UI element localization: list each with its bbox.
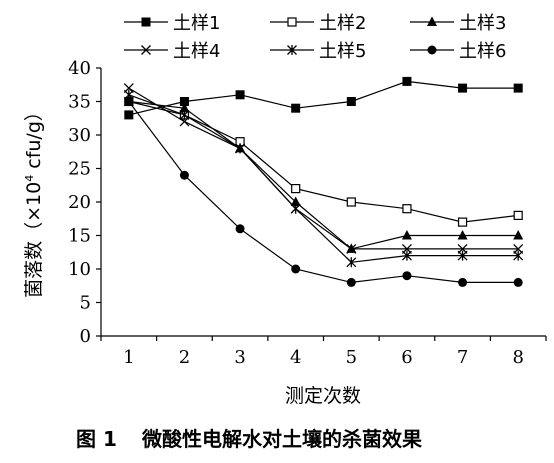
data-point [179, 97, 189, 106]
y-tick-label: 5 [80, 293, 91, 314]
legend-label: 土样3 [459, 13, 506, 34]
x-tick-label: 1 [123, 347, 134, 368]
legend-item: 土样4 [124, 41, 220, 62]
legend-marker [427, 16, 437, 26]
data-point [291, 264, 301, 274]
series-line [128, 101, 519, 284]
x-tick-label: 6 [401, 347, 412, 368]
data-point [290, 196, 301, 206]
data-point [402, 204, 412, 214]
data-point [457, 230, 468, 240]
data-point [235, 143, 246, 154]
x-tick-label: 3 [234, 347, 245, 368]
legend-marker [427, 45, 437, 55]
data-point [235, 90, 245, 100]
legend-item: 土样2 [270, 13, 366, 34]
caption-text: 微酸性电解水对土壤的杀菌效果 [141, 427, 422, 451]
figure-caption: 图 1 微酸性电解水对土壤的杀菌效果 [76, 427, 422, 451]
series-6 [124, 97, 523, 287]
legend-item: 土样3 [410, 13, 506, 34]
data-point [290, 203, 301, 214]
y-tick-label: 20 [68, 192, 91, 213]
y-tick-label: 10 [68, 259, 91, 280]
legend-item: 土样6 [410, 41, 506, 62]
y-tick-label: 25 [68, 159, 91, 180]
data-point [401, 250, 412, 261]
data-point [346, 277, 356, 287]
series-layer [123, 76, 524, 287]
legend-marker [141, 17, 151, 27]
y-tick-label: 0 [80, 326, 91, 347]
legend-label: 土样1 [173, 13, 220, 34]
series-line [128, 100, 519, 250]
x-tick-label: 7 [457, 347, 468, 368]
legend: 土样1 土样2 土样3 土样4 土样5 土样6 [124, 13, 506, 62]
series-line [128, 100, 519, 223]
legend-item: 土样5 [270, 41, 366, 62]
y-tick-label: 15 [68, 226, 91, 247]
data-point [291, 184, 301, 194]
caption-label: 图 1 [76, 427, 117, 451]
data-point [457, 217, 468, 227]
data-point [513, 83, 523, 93]
legend-label: 土样6 [459, 41, 506, 62]
legend-label: 土样5 [319, 41, 366, 62]
data-point [402, 271, 412, 281]
data-point [513, 277, 523, 287]
legend-marker [287, 45, 297, 55]
legend-item: 土样1 [124, 13, 220, 34]
data-point [179, 102, 190, 113]
x-tick-label: 2 [179, 347, 190, 368]
data-point [346, 97, 356, 106]
data-point [179, 170, 189, 180]
legend-label: 土样4 [173, 41, 220, 62]
x-axis-title: 测定次数 [285, 385, 361, 407]
y-axis-title: 菌落数（×104 cfu/g） [23, 102, 45, 298]
data-point [346, 243, 357, 254]
data-point [401, 230, 412, 240]
series-line [128, 87, 519, 250]
x-tick-label: 8 [512, 347, 523, 368]
data-point [513, 210, 523, 220]
y-axis-title-exponent: 4 [23, 175, 36, 182]
data-point [402, 76, 412, 86]
data-point [457, 250, 468, 261]
data-point [346, 257, 357, 268]
data-point [179, 109, 190, 120]
series-1 [124, 76, 523, 120]
data-point [458, 277, 468, 287]
x-tick-label: 4 [290, 347, 301, 368]
axes [100, 68, 546, 337]
y-tick-label: 30 [68, 125, 91, 146]
x-axis-ticks: 1 2 3 4 5 6 7 8 [100, 336, 547, 368]
y-tick-label: 35 [68, 92, 91, 113]
data-point [291, 103, 301, 113]
data-point [124, 110, 134, 120]
y-axis-title-unit: cfu/g） [23, 102, 45, 175]
y-axis-title-main: 菌落数（×10 [23, 182, 45, 298]
legend-marker [287, 17, 297, 27]
data-point [124, 97, 134, 106]
legend-marker [141, 45, 151, 55]
data-point [513, 250, 524, 261]
data-point [235, 224, 245, 234]
data-point [346, 197, 356, 207]
series-5 [123, 89, 524, 268]
data-point [458, 83, 468, 93]
y-tick-label: 40 [68, 58, 91, 79]
x-tick-label: 5 [346, 347, 357, 368]
legend-label: 土样2 [319, 13, 366, 34]
plot-area: 0 5 10 15 20 25 30 35 40 1 2 3 4 5 6 7 8 [68, 58, 547, 368]
data-point [513, 230, 524, 240]
series-line [128, 94, 519, 263]
series-line [128, 80, 519, 116]
y-axis-ticks: 0 5 10 15 20 25 30 35 40 [68, 58, 101, 347]
